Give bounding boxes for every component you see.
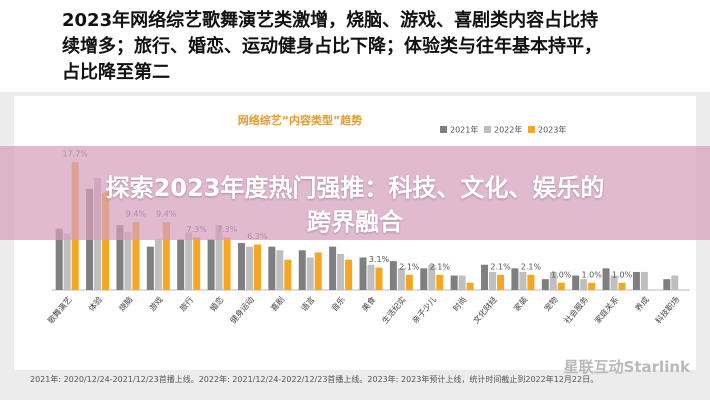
bar <box>177 239 185 290</box>
banner-line: 跨界融合 <box>307 208 403 236</box>
bar <box>397 268 405 290</box>
value-label: 1.0% <box>551 270 572 279</box>
bar <box>375 267 383 290</box>
bar <box>124 232 132 290</box>
bar <box>572 275 580 290</box>
legend-label: 2023年 <box>538 125 566 135</box>
bar <box>527 274 535 290</box>
bar <box>663 279 671 290</box>
watermark: 星联互动Starlink <box>563 358 690 376</box>
bar <box>671 275 679 290</box>
bar <box>541 279 549 290</box>
value-label: 2.1% <box>490 262 511 271</box>
banner: 探索2023年度热门强推：科技、文化、娱乐的 跨界融合 <box>0 146 710 240</box>
bar <box>237 243 245 290</box>
bar <box>102 192 110 290</box>
bar <box>185 232 193 290</box>
bar <box>215 225 223 290</box>
chart-title: 网络综艺“内容类型”趋势 <box>238 113 362 127</box>
bar <box>489 271 497 290</box>
header-line: 2023年网络综艺歌舞演艺类激增，烧脑、游戏、喜剧类内容占比持 <box>62 10 599 31</box>
bar <box>511 268 519 290</box>
bar <box>55 228 63 290</box>
bar <box>618 282 626 290</box>
bar <box>436 274 444 290</box>
bar <box>132 222 140 290</box>
bar <box>557 282 565 290</box>
bar <box>314 252 322 290</box>
header-line: 续增多；旅行、婚恋、运动健身占比下降；体验类与往年基本持平， <box>62 36 602 57</box>
bar <box>497 274 505 290</box>
bar <box>359 257 367 290</box>
legend-label: 2021年 <box>450 125 478 135</box>
bar <box>632 271 640 290</box>
bar <box>245 246 253 290</box>
header-line: 占比降至第二 <box>62 62 170 83</box>
bar <box>519 271 527 290</box>
bar <box>549 271 557 290</box>
legend-swatch <box>484 126 491 133</box>
value-label: 3.1% <box>369 255 390 264</box>
banner-line: 探索2023年度热门强推：科技、文化、娱乐的 <box>105 174 605 202</box>
value-label: 2.1% <box>521 262 542 271</box>
bar <box>193 237 201 290</box>
legend-swatch <box>440 126 447 133</box>
bar <box>481 264 489 290</box>
bar <box>450 275 458 290</box>
bar <box>389 261 397 290</box>
footnote: 2021年: 2020/12/24-2021/12/23首播上线。2022年: … <box>30 375 599 384</box>
bar <box>162 222 170 290</box>
bar <box>420 268 428 290</box>
bar <box>268 246 276 290</box>
bar <box>146 246 154 290</box>
bar <box>458 275 466 290</box>
bar <box>588 282 596 290</box>
value-label: 2.1% <box>430 262 451 271</box>
header: 2023年网络综艺歌舞演艺类激增，烧脑、游戏、喜剧类内容占比持 续增多；旅行、婚… <box>0 0 710 92</box>
legend-swatch <box>528 126 535 133</box>
bar <box>116 225 124 290</box>
bar <box>154 239 162 290</box>
bar <box>284 259 292 290</box>
bar <box>207 239 215 290</box>
bar <box>306 257 314 290</box>
bar <box>63 233 71 290</box>
bar <box>428 264 436 290</box>
bar <box>329 246 337 290</box>
bar <box>253 244 261 290</box>
bar <box>223 237 231 290</box>
bar <box>602 268 610 290</box>
bar <box>367 264 375 290</box>
bar <box>405 274 413 290</box>
bar <box>298 250 306 290</box>
bar <box>337 253 345 290</box>
bar <box>345 259 353 290</box>
bar <box>466 282 474 290</box>
bar <box>276 250 284 290</box>
bar <box>610 275 618 290</box>
legend-label: 2022年 <box>494 125 522 135</box>
bar <box>640 271 648 290</box>
bar <box>580 279 588 290</box>
value-label: 2.1% <box>399 262 420 271</box>
value-label: 1.0% <box>582 270 603 279</box>
value-label: 1.0% <box>612 270 633 279</box>
